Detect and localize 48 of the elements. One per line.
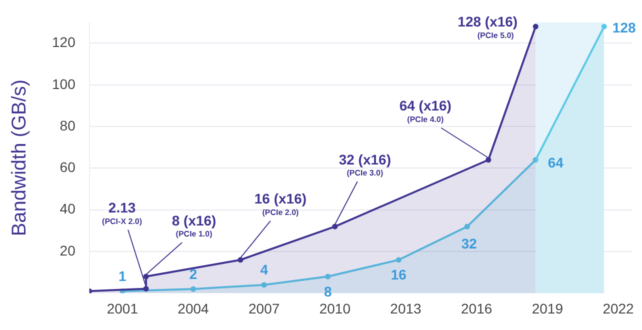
annotation: (PCIe 1.0) <box>176 230 213 239</box>
point <box>532 24 538 30</box>
y-tick-label: 120 <box>52 34 76 50</box>
annotation: (PCI-X 2.0) <box>102 216 142 226</box>
x-tick-label: 2010 <box>319 300 351 316</box>
data-label: 64 <box>548 154 564 171</box>
point <box>143 286 149 292</box>
point <box>261 282 267 288</box>
x-tick-label: 2007 <box>248 300 280 316</box>
y-tick-label: 20 <box>60 242 76 258</box>
data-label: 16 <box>390 266 407 283</box>
point <box>486 157 492 163</box>
data-label: 128 <box>612 19 636 36</box>
y-tick-label: 40 <box>60 200 76 217</box>
annotation: 32 (x16) <box>338 151 392 168</box>
x-tick-label: 2022 <box>602 300 634 316</box>
x-tick-label: 2016 <box>461 300 492 316</box>
data-label: 8 <box>324 283 332 300</box>
data-label: 1 <box>118 268 127 284</box>
annotation: (PCIe 4.0) <box>407 115 444 124</box>
annotation: 8 (x16) <box>172 212 216 228</box>
annotation: 64 (x16) <box>399 98 452 114</box>
point <box>332 224 338 230</box>
y-tick-label: 60 <box>60 159 76 176</box>
point <box>601 24 607 30</box>
x-tick-label: 2004 <box>178 300 210 316</box>
data-label: 2 <box>189 266 198 282</box>
point <box>325 274 331 280</box>
point <box>464 224 470 230</box>
data-label: 4 <box>260 262 268 278</box>
annotation: (PCIe 5.0) <box>477 30 514 40</box>
y-tick-label: 80 <box>60 117 76 134</box>
point <box>143 274 149 280</box>
x-tick-label: 2001 <box>106 300 138 316</box>
point <box>190 286 196 292</box>
annotation: 2.13 <box>108 200 136 216</box>
y-tick-label: 100 <box>52 76 76 92</box>
data-label: 32 <box>461 235 478 252</box>
annotation: (PCIe 2.0) <box>262 208 300 218</box>
point <box>532 157 538 163</box>
x-tick-label: 2019 <box>532 300 564 316</box>
point <box>396 257 402 263</box>
y-axis-title: Bandwidth (GB/s) <box>8 79 31 236</box>
annotation: 128 (x16) <box>458 13 518 30</box>
annotation: (PCIe 3.0) <box>346 168 384 178</box>
annotation: 16 (x16) <box>254 190 307 207</box>
x-tick-label: 2013 <box>390 300 422 316</box>
point <box>238 257 244 263</box>
